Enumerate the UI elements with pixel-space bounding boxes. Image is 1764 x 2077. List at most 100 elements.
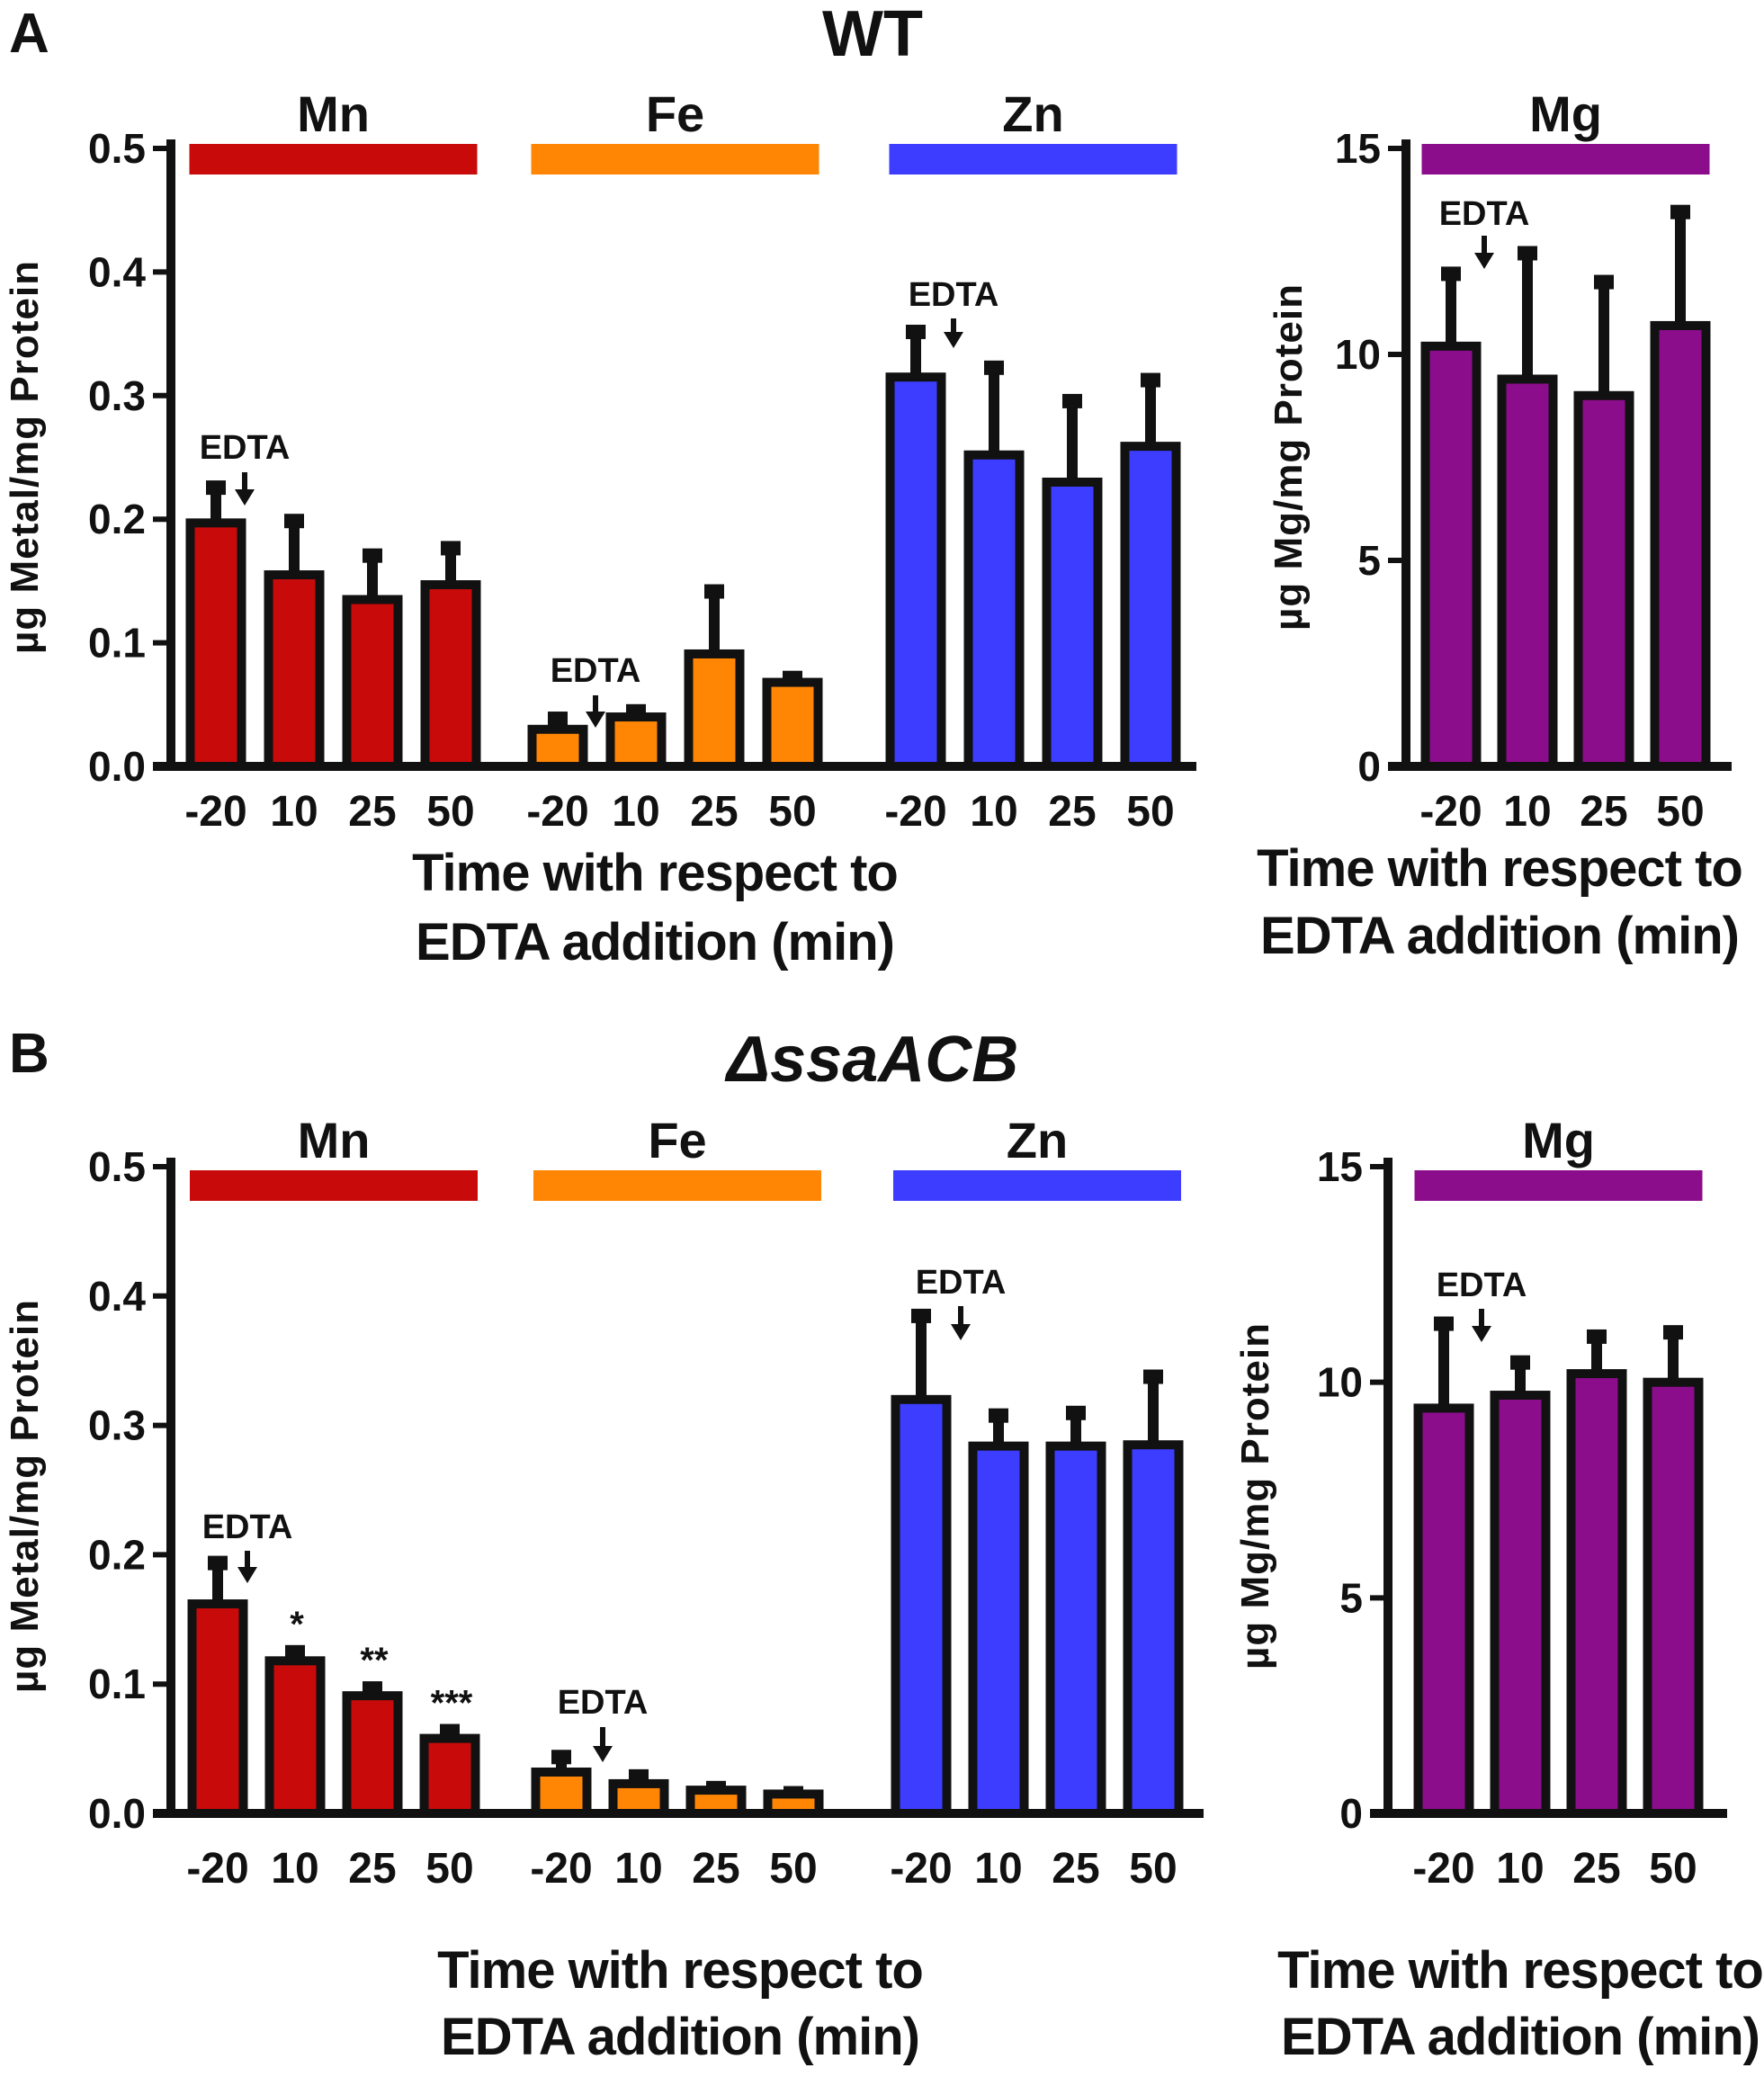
metal-header-bar-fe	[531, 144, 819, 175]
edta-label: EDTA	[916, 1264, 1007, 1302]
x-tick-label: 25	[348, 788, 396, 836]
y-tick-label: 0.2	[88, 496, 146, 542]
error-cap	[1594, 274, 1614, 290]
edta-label: EDTA	[1439, 195, 1530, 233]
chart-a-metal-bars: 0.0 0.1 0.2 0.3 0.4 0.5 µg Metal/mg Protein Tim…	[3, 85, 1196, 971]
panel-letter-b: B	[9, 1023, 49, 1085]
x-tick-label: -20	[884, 788, 946, 836]
error-cap	[441, 541, 461, 556]
error-cap	[551, 1750, 571, 1765]
significance-mark: **	[360, 1641, 389, 1680]
bar-mg	[1413, 1403, 1474, 1818]
edta-arrow-head	[586, 712, 605, 728]
x-tick-label: 10	[270, 788, 318, 836]
significance-mark: *	[290, 1605, 304, 1644]
x-tick-label: 25	[692, 1845, 739, 1893]
bar-fe	[762, 677, 823, 771]
metal-label-zn: Zn	[1007, 1112, 1068, 1168]
y-tick-label: 0	[1339, 1790, 1363, 1837]
y-tick-label: 0.3	[88, 1402, 146, 1449]
bar-mn	[342, 1691, 403, 1818]
error-cap	[1141, 372, 1160, 388]
bar-fe	[605, 712, 667, 771]
metal-label-mn: Mn	[298, 1112, 371, 1168]
x-axis-title-line2: EDTA addition (min)	[1281, 2008, 1760, 2066]
metal-header-bar-zn	[893, 1170, 1181, 1201]
bar-zn	[1042, 477, 1103, 771]
x-tick-label: 10	[974, 1845, 1022, 1893]
y-tick-label: 0.1	[88, 1661, 146, 1707]
error-cap	[906, 324, 926, 339]
x-tick-label: 10	[1496, 1845, 1544, 1893]
metal-header-bar-zn	[889, 144, 1177, 175]
bar-zn	[963, 450, 1025, 771]
metal-header-bar-fe	[533, 1170, 821, 1201]
error-cap	[1434, 1316, 1454, 1331]
bar-mg	[1573, 390, 1634, 771]
bar-mg	[1650, 320, 1711, 771]
error-cap	[1670, 204, 1690, 219]
significance-mark: ***	[431, 1684, 473, 1723]
x-axis-title-line2: EDTA addition (min)	[1260, 907, 1739, 965]
error-cap	[984, 360, 1004, 375]
error-cap	[208, 1555, 228, 1571]
bar-mg	[1566, 1369, 1627, 1818]
y-tick-label: 15	[1335, 125, 1381, 172]
y-axis-title: µg Mg/mg Protein	[1233, 1322, 1277, 1670]
x-tick-label: 50	[768, 788, 816, 836]
error-cap	[1518, 246, 1537, 261]
x-axis-title-line1: Time with respect to	[412, 844, 898, 902]
x-tick-label: -20	[890, 1845, 952, 1893]
y-tick-label: 0.0	[88, 1790, 146, 1837]
metal-label-mg: Mg	[1529, 85, 1602, 142]
y-axis-title: µg Mg/mg Protein	[1267, 283, 1311, 631]
x-tick-label: 50	[1649, 1845, 1697, 1893]
x-tick-label: 10	[612, 788, 659, 836]
y-axis-title: µg Metal/mg Protein	[3, 1299, 47, 1693]
bar-mn	[419, 1733, 480, 1818]
y-tick-label: 10	[1335, 331, 1381, 378]
edta-arrow-head	[1472, 1326, 1491, 1342]
error-cap	[548, 712, 568, 727]
bar-mn	[185, 518, 246, 772]
metal-header-bar-mn	[189, 144, 478, 175]
chart-b-mg-bars: 0 5 10 15 µg Mg/mg Protein Time with respect …	[1233, 1112, 1764, 2066]
error-cap	[1143, 1369, 1163, 1384]
edta-label: EDTA	[558, 1684, 649, 1722]
metal-label-mn: Mn	[297, 85, 370, 142]
error-cap	[363, 548, 382, 563]
x-tick-label: 50	[1129, 1845, 1177, 1893]
x-tick-label: 50	[425, 1845, 473, 1893]
x-tick-label: 25	[1052, 1845, 1099, 1893]
edta-arrow-head	[1474, 253, 1494, 269]
bar-fe	[684, 649, 745, 771]
edta-arrow-head	[235, 489, 255, 506]
error-cap	[989, 1408, 1008, 1423]
x-axis-title-line2: EDTA addition (min)	[441, 2008, 919, 2066]
y-tick-label: 0.2	[88, 1531, 146, 1578]
bar-mn	[420, 580, 481, 771]
x-tick-label: -20	[184, 788, 246, 836]
y-tick-label: 10	[1317, 1359, 1363, 1406]
x-axis-title-line1: Time with respect to	[437, 1941, 923, 2000]
x-tick-label: 25	[1048, 788, 1096, 836]
metal-label-mg: Mg	[1522, 1112, 1595, 1168]
x-tick-label: -20	[186, 1845, 248, 1893]
x-axis-title-line1: Time with respect to	[1277, 1941, 1763, 2000]
metal-label-fe: Fe	[648, 1112, 706, 1168]
panel-b-title: ΔssaACB	[724, 1024, 1018, 1096]
bar-mg	[1643, 1377, 1704, 1818]
x-tick-label: 50	[1126, 788, 1174, 836]
y-tick-label: 0.5	[88, 125, 146, 172]
panel-letter-a: A	[9, 3, 49, 65]
x-axis-title-line2: EDTA addition (min)	[416, 913, 894, 971]
bar-zn	[1123, 1440, 1184, 1819]
edta-label: EDTA	[551, 652, 641, 690]
edta-arrow-head	[237, 1567, 257, 1583]
y-tick-label: 5	[1357, 537, 1381, 584]
x-tick-label: 10	[970, 788, 1017, 836]
bar-mn	[264, 1656, 326, 1819]
y-tick-label: 0.5	[88, 1143, 146, 1190]
y-tick-label: 0.0	[88, 743, 146, 790]
metal-header-bar-mg	[1414, 1170, 1703, 1201]
